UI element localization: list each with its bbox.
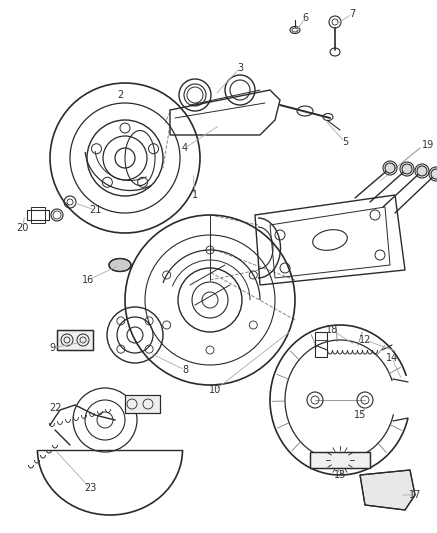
Circle shape <box>385 163 395 173</box>
Text: 6: 6 <box>302 13 308 23</box>
Bar <box>315 332 327 357</box>
Text: 10: 10 <box>209 385 221 395</box>
Text: 3: 3 <box>237 63 243 73</box>
Text: 23: 23 <box>84 483 96 493</box>
Ellipse shape <box>109 259 131 271</box>
Bar <box>31 207 45 223</box>
Text: 1: 1 <box>192 190 198 200</box>
Text: 21: 21 <box>89 205 101 215</box>
Text: 8: 8 <box>182 365 188 375</box>
Text: 9: 9 <box>49 343 55 353</box>
Text: 22: 22 <box>49 403 61 413</box>
Text: 2: 2 <box>117 90 123 100</box>
Bar <box>310 452 370 468</box>
Text: 12: 12 <box>359 335 371 345</box>
Text: 14: 14 <box>386 353 398 363</box>
Circle shape <box>431 169 437 179</box>
Text: 18: 18 <box>326 325 338 335</box>
Text: 20: 20 <box>16 223 28 233</box>
Bar <box>57 330 93 350</box>
Bar <box>57 330 93 350</box>
Text: 16: 16 <box>82 275 94 285</box>
Text: 17: 17 <box>409 490 421 500</box>
Text: 7: 7 <box>349 9 355 19</box>
Bar <box>125 395 160 413</box>
Text: 19: 19 <box>422 140 434 150</box>
Text: 5: 5 <box>342 137 348 147</box>
Text: 13: 13 <box>334 470 346 480</box>
Polygon shape <box>360 470 415 510</box>
Bar <box>310 452 370 468</box>
Text: 4: 4 <box>182 143 188 153</box>
Text: 15: 15 <box>354 410 366 420</box>
Circle shape <box>402 164 412 174</box>
Circle shape <box>417 166 427 176</box>
Bar <box>125 395 160 413</box>
Bar <box>27 210 49 220</box>
